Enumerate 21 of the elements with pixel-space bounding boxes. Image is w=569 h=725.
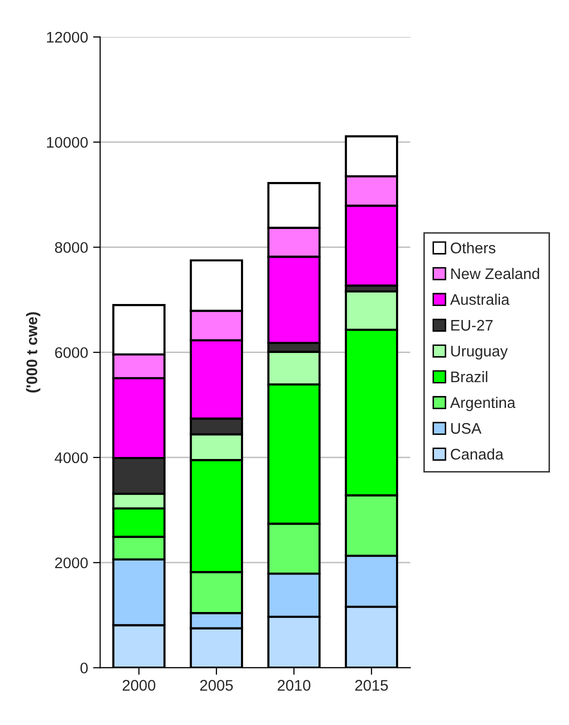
x-tick-label: 2005 (200, 680, 233, 691)
y-axis-title: ('000 t cwe) (26, 312, 40, 392)
y-tick-label: 8000 (55, 242, 88, 253)
y-tick-label: 0 (80, 662, 88, 674)
x-tick-label: 2000 (122, 680, 156, 691)
y-tick-label: 4000 (54, 452, 88, 464)
legend-label: USA (451, 423, 482, 434)
x-tick-label: 2015 (355, 680, 388, 691)
legend-label: Argentina (450, 396, 516, 412)
y-tick-label: 2000 (55, 557, 88, 568)
legend-label: Australia (450, 294, 510, 305)
legend-label: New Zealand (451, 268, 540, 280)
legend-label: Brazil (451, 371, 488, 382)
x-tick-label: 2010 (278, 680, 310, 691)
y-tick-label: 6000 (55, 347, 88, 358)
legend-label: Canada (450, 448, 504, 460)
legend-label: Uruguay (451, 346, 508, 360)
legend-label: Others (450, 242, 496, 254)
y-tick-label: 12000 (47, 32, 88, 43)
legend-label: EU-27 (451, 320, 493, 331)
y-tick-label: 10000 (47, 136, 88, 148)
